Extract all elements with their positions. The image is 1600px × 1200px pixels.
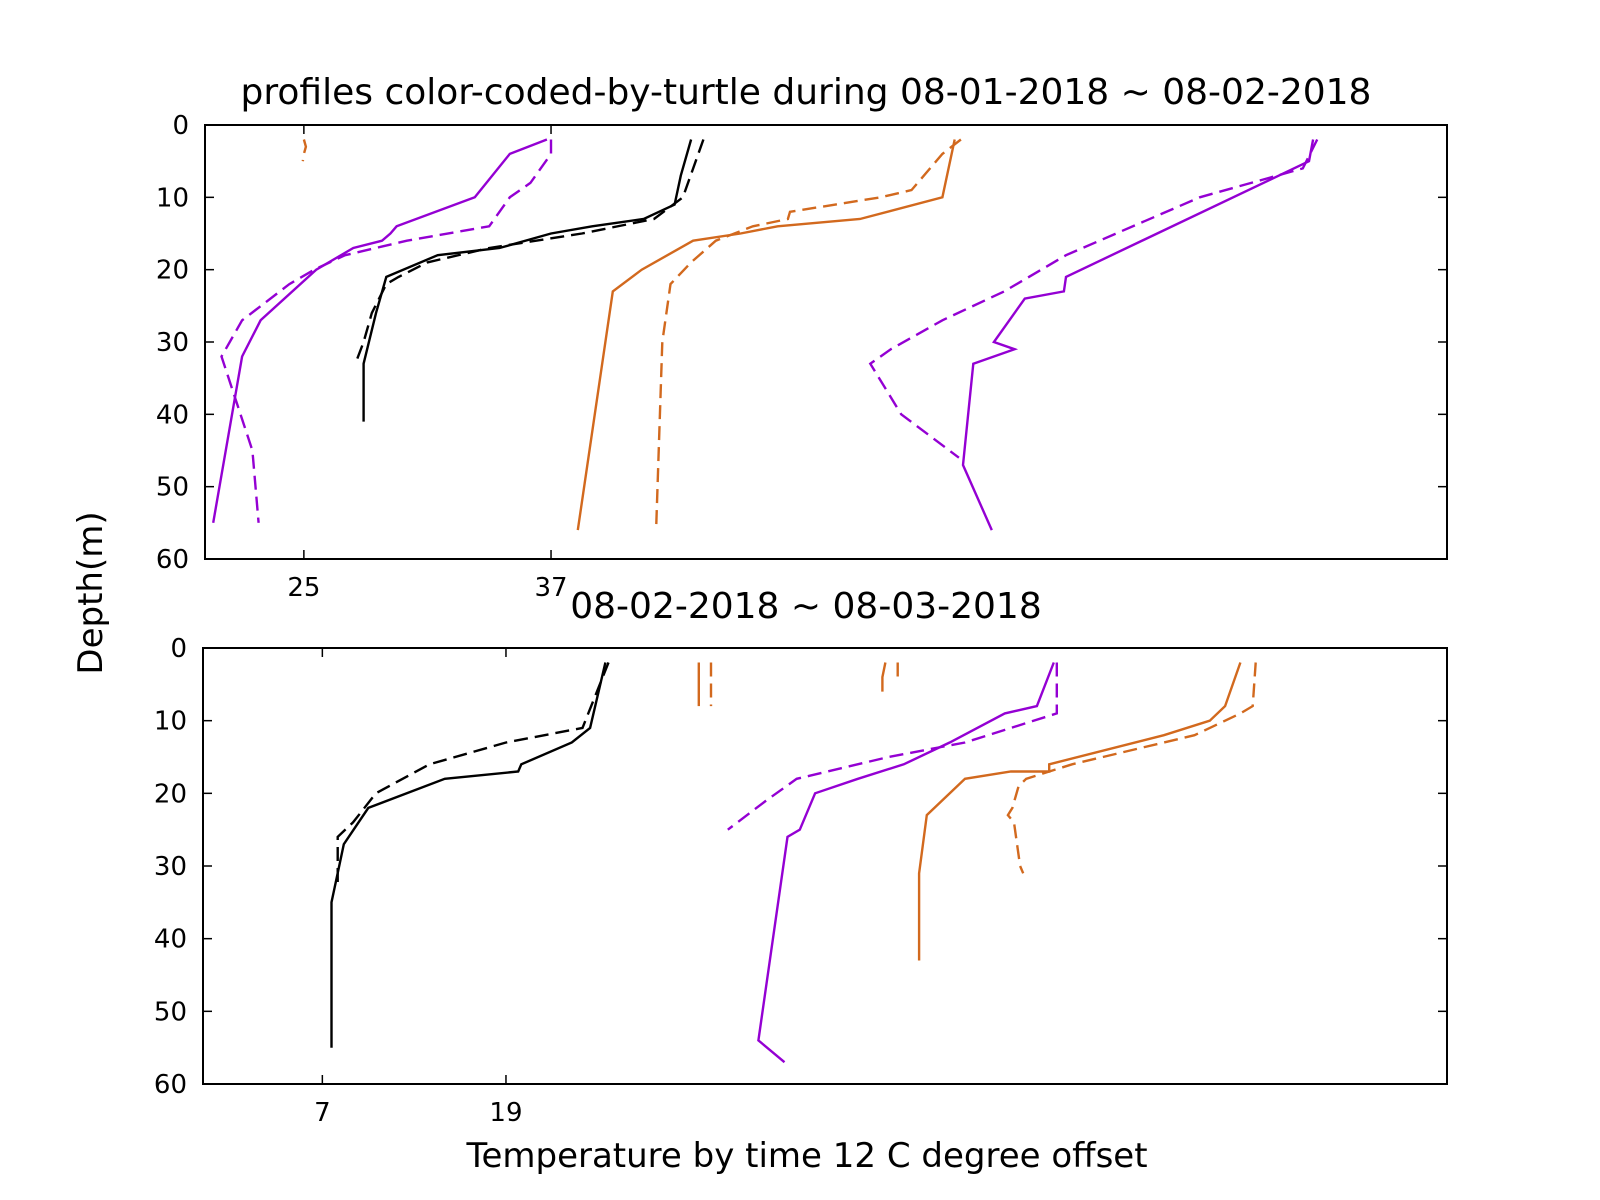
y-tick-label: 0 <box>170 634 187 664</box>
y-tick-label: 0 <box>172 111 189 141</box>
panel-2-series <box>330 662 1257 1064</box>
panel-1-series <box>212 138 1319 531</box>
profile-line-black-solid <box>362 139 693 422</box>
y-tick-label: 50 <box>156 473 189 503</box>
profile-line-purple-solid <box>757 662 1055 1064</box>
profile-line-purple-dashed <box>727 662 1059 831</box>
profile-line-purple-solid <box>212 138 548 524</box>
y-tick-label: 30 <box>156 328 189 358</box>
y-tick-label: 20 <box>154 779 187 809</box>
profile-line-orange-dashed <box>654 138 962 531</box>
panel-2-plot-frame <box>202 647 1448 1085</box>
y-tick-label: 10 <box>156 183 189 213</box>
panel-1-plot-frame <box>204 124 1448 560</box>
panel-2-ticks: 0 10 20 30 40 50 60 7 19 <box>154 634 1447 1128</box>
profile-line-black-dashed <box>336 662 610 888</box>
profile-line-purple-dashed <box>220 139 553 523</box>
x-tick-label: 37 <box>534 573 567 603</box>
y-axis-label: Depth(m) <box>71 511 111 674</box>
y-tick-label: 30 <box>154 852 187 882</box>
y-tick-label: 20 <box>156 256 189 286</box>
y-tick-label: 50 <box>154 997 187 1027</box>
profile-line-orange-dashed <box>1006 662 1257 874</box>
y-tick-label: 60 <box>154 1070 187 1100</box>
profile-line-orange-solid <box>881 662 887 692</box>
y-tick-label: 40 <box>154 925 187 955</box>
panel-1: profiles color-coded-by-turtle during 08… <box>156 72 1448 603</box>
y-tick-label: 60 <box>156 545 189 575</box>
x-axis-label: Temperature by time 12 C degree offset <box>465 1136 1147 1176</box>
x-tick-label: 25 <box>287 573 320 603</box>
profile-line-purple-dashed <box>868 138 1319 459</box>
profile-line-purple-solid <box>961 139 1315 531</box>
panel-1-title: profiles color-coded-by-turtle during 08… <box>241 72 1372 113</box>
panel-2-title: 08-02-2018 ~ 08-03-2018 <box>570 586 1041 627</box>
profile-line-black-dashed <box>354 139 705 365</box>
x-tick-label: 7 <box>314 1098 331 1128</box>
profile-line-orange-solid <box>576 139 956 531</box>
panel-1-ticks: 0 10 20 30 40 50 60 25 37 <box>156 111 1447 603</box>
profile-line-orange-dashed <box>301 139 308 162</box>
panel-2: 08-02-2018 ~ 08-03-2018 0 10 20 30 40 50 60 7 19 <box>154 586 1448 1128</box>
y-tick-label: 40 <box>156 400 189 430</box>
y-tick-label: 10 <box>154 707 187 737</box>
x-tick-label: 19 <box>489 1098 522 1128</box>
